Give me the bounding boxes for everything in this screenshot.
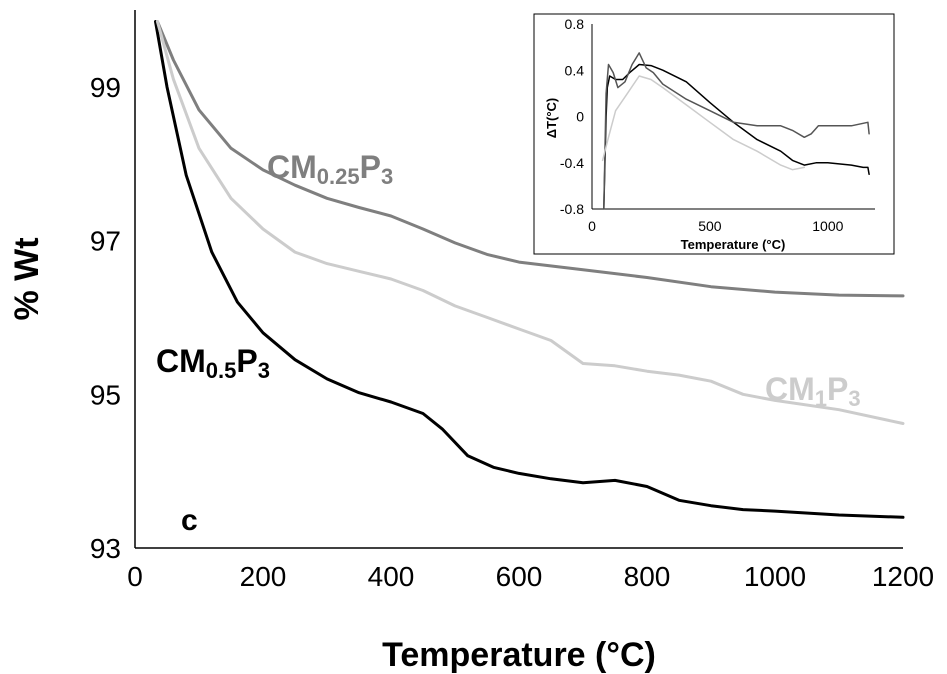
y-tick-label: 97 (90, 226, 121, 257)
y-tick-label: 0 (576, 109, 584, 125)
y-tick-label: 0.8 (565, 16, 585, 32)
x-tick-label: 400 (368, 561, 415, 592)
y-axis-title: % Wt (8, 237, 46, 320)
y-ticks: 93 95 97 99 (90, 72, 121, 564)
series-lines (154, 20, 905, 519)
inset-plot: 0 500 1000 0.8 0.4 0 -0.4 -0.8 Temperature (°C… (533, 13, 895, 255)
y-tick-label: 0.4 (565, 62, 585, 78)
y-tick-label: 95 (90, 379, 121, 410)
x-tick-label: 500 (698, 218, 722, 234)
y-tick-label: -0.4 (560, 155, 584, 171)
series-label-cm025p3: CM0.25P3 (267, 149, 393, 189)
inset-x-ticks: 0 500 1000 (588, 218, 844, 234)
x-axis-title: Temperature (°C) (382, 636, 656, 674)
inset-y-ticks: 0.8 0.4 0 -0.4 -0.8 (560, 16, 585, 217)
main-plot: 0 200 400 600 800 1000 1200 93 95 97 99 Temperatu… (8, 10, 934, 674)
inset-series-lines (601, 52, 870, 210)
series-line-1 (603, 52, 870, 210)
y-tick-label: 99 (90, 72, 121, 103)
series-line-0 (603, 63, 870, 210)
inset-frame (533, 13, 895, 255)
x-tick-label: 0 (127, 561, 143, 592)
x-ticks: 0 200 400 600 800 1000 1200 (127, 561, 934, 592)
y-tick-label: 93 (90, 533, 121, 564)
series-label-cm05p3: CM0.5P3 (156, 343, 270, 383)
y-tick-label: -0.8 (560, 201, 584, 217)
series-line-0 (155, 20, 905, 298)
inset-y-axis-title: ΔT(°C) (544, 98, 559, 139)
x-tick-label: 600 (496, 561, 543, 592)
series-line-2 (601, 75, 806, 171)
x-tick-label: 1000 (812, 218, 843, 234)
x-tick-label: 200 (240, 561, 287, 592)
series-label-cm1p3: CM1P3 (765, 371, 861, 411)
x-tick-label: 1200 (872, 561, 934, 592)
panel-label: c (181, 504, 198, 537)
inset-x-axis-title: Temperature (°C) (681, 237, 786, 252)
series-line-2 (155, 20, 905, 425)
x-tick-label: 800 (624, 561, 671, 592)
x-tick-label: 1000 (744, 561, 806, 592)
x-tick-label: 0 (588, 218, 596, 234)
series-line-1 (154, 20, 905, 519)
